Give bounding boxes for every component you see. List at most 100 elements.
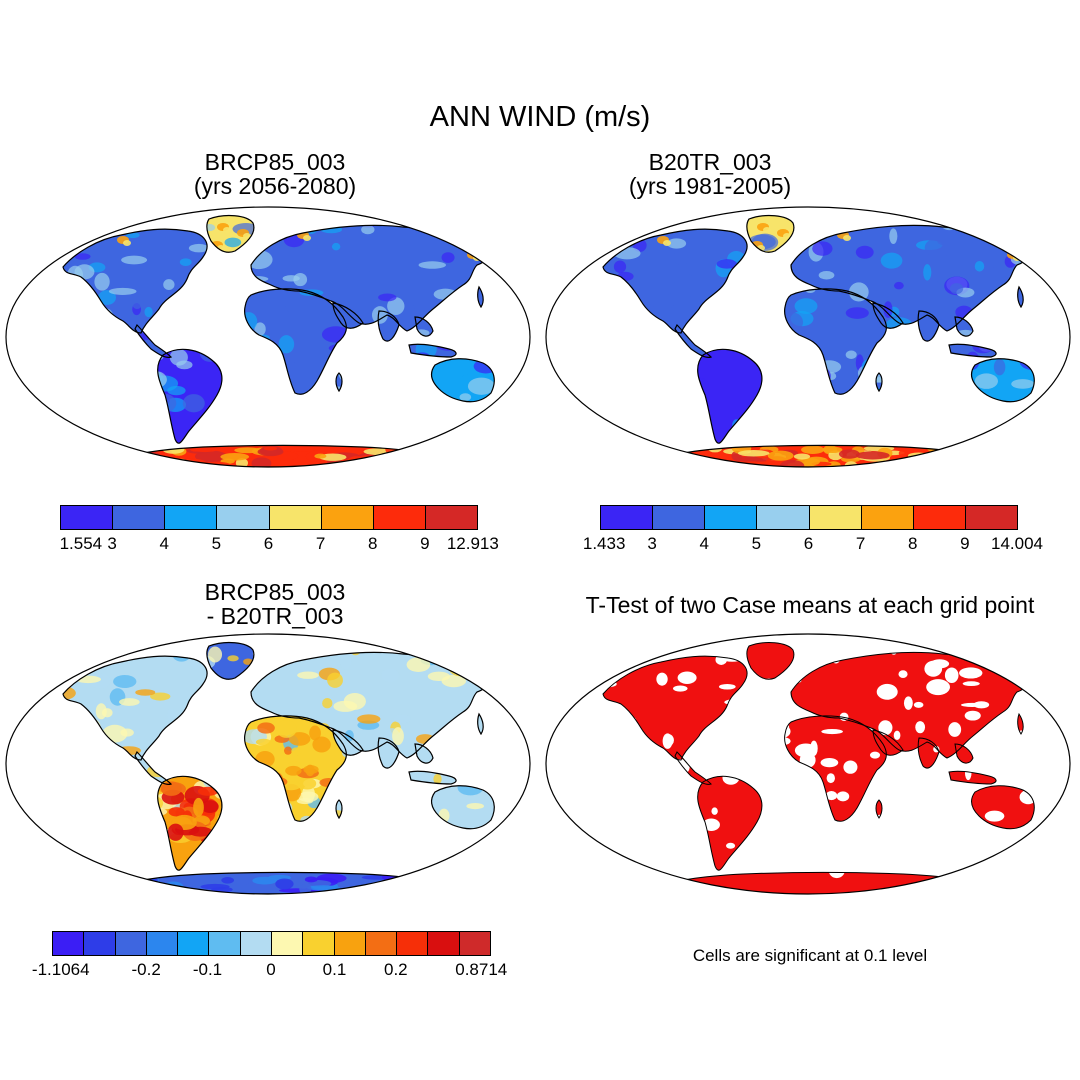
field-patch <box>442 656 468 667</box>
field-patch <box>836 242 863 260</box>
field-patch <box>239 312 258 331</box>
field-patch <box>387 297 405 316</box>
field-patch <box>411 875 423 888</box>
panel-a-title: BRCP85_003 (yrs 2056-2080) <box>125 150 425 198</box>
field-patch <box>896 388 916 397</box>
colorbar-label: 7 <box>855 534 866 553</box>
field-patch <box>157 757 178 776</box>
field-patch <box>711 807 718 815</box>
field-patch <box>927 424 948 432</box>
field-patch <box>828 862 845 879</box>
field-patch <box>734 315 761 322</box>
coastline <box>674 323 713 358</box>
field-patch <box>974 736 983 747</box>
field-patch <box>449 656 461 669</box>
field-patch <box>256 655 271 665</box>
coastline <box>206 641 255 680</box>
field-patch <box>167 823 184 841</box>
field-patch <box>794 743 817 758</box>
field-patch <box>303 235 311 241</box>
field-patch <box>412 453 444 458</box>
field-patch <box>862 856 876 867</box>
colorbar-box <box>964 505 1018 530</box>
field-patch <box>973 452 994 461</box>
field-patch <box>160 781 183 796</box>
field-patch <box>677 671 697 684</box>
field-patch <box>995 655 1008 671</box>
field-patch <box>812 845 828 855</box>
field-patch <box>823 642 848 656</box>
field-patch <box>467 251 479 259</box>
field-patch <box>479 705 491 718</box>
field-patch <box>644 404 660 420</box>
field-patch <box>283 746 293 755</box>
field-patch <box>163 279 175 290</box>
field-patch <box>447 407 457 419</box>
field-patch <box>197 786 219 796</box>
field-patch <box>169 348 188 366</box>
field-patch <box>402 420 421 431</box>
field-patch <box>870 405 886 416</box>
field-patch <box>889 228 898 245</box>
colorbar-label: 6 <box>263 534 274 553</box>
field-patch <box>208 646 223 663</box>
field-patch <box>322 697 333 709</box>
field-patch <box>109 449 139 455</box>
field-patch <box>857 365 873 381</box>
coastline <box>414 743 434 764</box>
field-patch <box>63 739 76 752</box>
field-patch <box>227 655 239 662</box>
colorbar-label: 0.8714 <box>455 960 508 979</box>
field-patch <box>353 346 364 364</box>
field-patch <box>298 777 317 790</box>
field-patch <box>255 738 272 746</box>
field-patch <box>726 842 736 849</box>
coastline <box>948 343 997 358</box>
field-patch <box>732 292 754 299</box>
coastline <box>477 285 484 309</box>
colorbar-box <box>271 931 304 956</box>
colorbar-box <box>652 505 706 530</box>
field-patch <box>104 803 115 812</box>
coastline <box>335 799 343 820</box>
field-patch <box>180 316 207 330</box>
coastline <box>414 316 434 337</box>
field-patch <box>751 852 768 869</box>
field-patch <box>399 838 424 853</box>
field-patch <box>903 696 913 710</box>
coastline <box>332 302 364 329</box>
field-patch <box>251 457 272 467</box>
field-patch <box>299 224 315 232</box>
field-patch <box>359 750 379 767</box>
field-patch <box>91 362 119 374</box>
field-patch <box>438 735 461 745</box>
coastline <box>501 830 508 847</box>
field-patch <box>620 414 641 428</box>
coastline <box>157 348 223 444</box>
coastline <box>408 770 457 785</box>
field-patch <box>366 778 393 789</box>
field-patch <box>673 248 690 266</box>
field-patch <box>316 389 329 397</box>
map-panel-c <box>5 633 531 895</box>
field-patch <box>898 670 908 678</box>
field-patch <box>36 277 52 296</box>
field-patch <box>168 807 185 817</box>
field-patch <box>218 758 233 773</box>
panel-b-title-line1: B20TR_003 <box>648 149 772 175</box>
field-patch <box>1006 651 1021 657</box>
field-patch <box>925 370 945 389</box>
field-patch <box>112 880 145 890</box>
field-patch <box>449 661 473 677</box>
field-patch <box>327 672 343 688</box>
field-patch <box>603 239 617 254</box>
coastline <box>1017 285 1024 309</box>
field-patch <box>830 399 859 413</box>
map-panel-d <box>545 633 1071 895</box>
field-patch <box>341 813 358 825</box>
coastline <box>244 288 347 395</box>
colorbar-box <box>756 505 810 530</box>
field-patch <box>205 341 233 360</box>
colorbar-label: 1.554 <box>59 534 103 553</box>
coastline <box>784 288 887 395</box>
